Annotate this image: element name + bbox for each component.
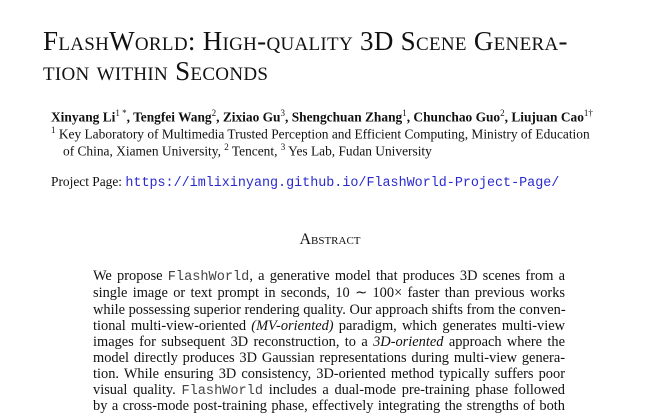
author-mark: 2 [500, 108, 505, 118]
paper-title-line-1: FlashWorld: High-quality 3D Scene Genera… [43, 26, 568, 56]
author-mark: 1† [583, 108, 593, 118]
aff-mark: 3 [280, 142, 286, 152]
abstract-line: while possessing superior rendering qual… [93, 302, 566, 318]
affiliation-line-2: of China, Xiamen University, 2 Tencent, … [63, 142, 432, 159]
author-list: Xinyang Li1 *, Tengfei Wang2, Zixiao Gu3… [51, 108, 593, 125]
aff-mark: 2 [224, 142, 229, 152]
paper-title-line-2: tion within Seconds [43, 56, 269, 86]
author: Chunchao Guo [413, 109, 501, 125]
aff-text: Key Laboratory of Multimedia Trusted Per… [55, 126, 590, 142]
abstract-line: single image or text prompt in seconds, … [93, 285, 565, 301]
author-mark: 1 * [115, 108, 127, 118]
author-mark: 3 [280, 108, 285, 118]
author-mark: 2 [211, 108, 217, 118]
author: Shengchuan Zhang [291, 109, 403, 125]
abstract-line: by a cross-mode post-training phase, eff… [93, 398, 565, 414]
author: Xinyang Li [51, 109, 116, 125]
abstract-line: We propose FlashWorld, a generative mode… [93, 268, 565, 285]
author: Zixiao Gu [222, 109, 281, 125]
abstract-line: visual quality. FlashWorld includes a du… [93, 382, 565, 399]
aff-text: Yes Lab, Fudan University [285, 143, 432, 159]
project-label: Project Page: [51, 174, 126, 189]
abstract-line: images for subsequent 3D reconstruction,… [93, 334, 566, 350]
aff-text: Tencent, [228, 143, 281, 159]
project-page: Project Page: https://imlixinyang.github… [51, 174, 559, 191]
aff-mark: 1 [51, 125, 56, 135]
abstract-line: tional multi-view-oriented (MV-oriented)… [93, 318, 566, 334]
aff-text: of China, Xiamen University, [63, 143, 225, 159]
project-url-link[interactable]: https://imlixinyang.github.io/FlashWorld… [125, 176, 560, 191]
abstract-line: model directly produces 3D Gaussian repr… [93, 350, 565, 366]
abstract-heading: Abstract [299, 231, 361, 248]
affiliation-line-1: 1 Key Laboratory of Multimedia Trusted P… [51, 125, 590, 142]
author: Liujuan Cao [511, 109, 584, 125]
author: Tengfei Wang [133, 109, 212, 125]
author-mark: 1 [402, 108, 407, 118]
abstract-line: tion. While ensuring 3D consistency, 3D-… [93, 366, 565, 382]
